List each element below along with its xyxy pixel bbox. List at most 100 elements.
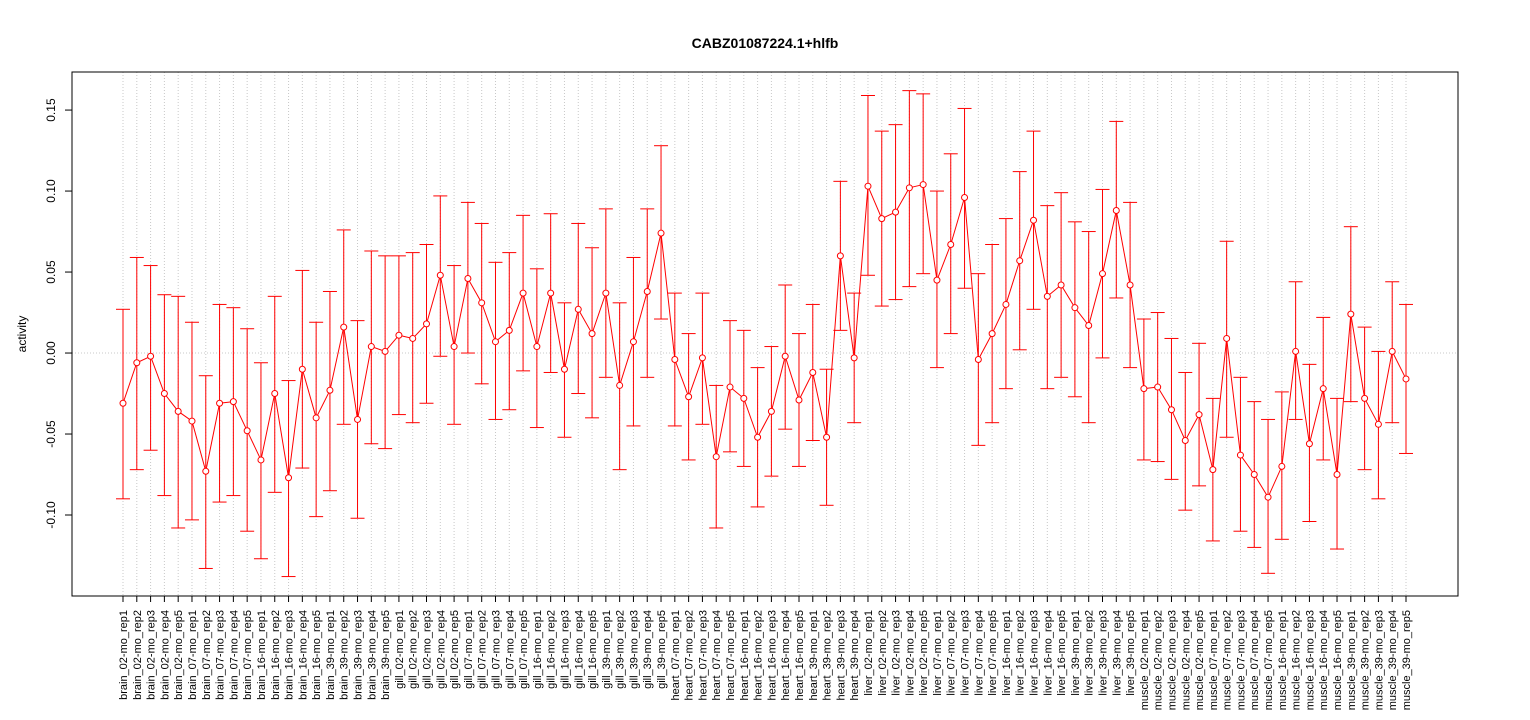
y-tick-label: 0.10: [44, 179, 58, 203]
x-tick-label: brain_39-mo_rep4: [366, 610, 378, 700]
data-point: [257, 456, 265, 464]
data-point: [1361, 394, 1369, 402]
data-point: [850, 354, 858, 362]
y-tick-label: -0.10: [44, 501, 58, 529]
data-point: [836, 252, 844, 260]
data-point: [1112, 206, 1120, 214]
data-point: [133, 359, 141, 367]
data-point: [216, 399, 224, 407]
data-point: [643, 287, 651, 295]
data-point: [1333, 471, 1341, 479]
data-point: [795, 396, 803, 404]
data-point: [312, 414, 320, 422]
data-point: [1126, 281, 1134, 289]
data-point: [1016, 257, 1024, 265]
x-tick-label: muscle_16-mo_rep5: [1332, 610, 1344, 710]
data-point: [919, 181, 927, 189]
data-point: [740, 394, 748, 402]
data-point: [202, 467, 210, 475]
x-tick-label: gill_39-mo_rep4: [642, 610, 654, 689]
data-point: [1292, 347, 1300, 355]
grid: [72, 72, 1458, 596]
x-tick-label: brain_16-mo_rep1: [256, 610, 268, 700]
x-tick-label: heart_07-mo_rep1: [670, 610, 682, 701]
x-tick-label: gill_16-mo_rep2: [546, 610, 558, 689]
data-point: [436, 271, 444, 279]
data-point: [823, 433, 831, 441]
data-point: [588, 330, 596, 338]
plot-frame: [71, 71, 1459, 597]
data-point: [533, 343, 541, 351]
x-tick-label: liver_02-mo_rep5: [918, 610, 930, 696]
x-tick-label: brain_07-mo_rep4: [228, 610, 240, 700]
data-point: [616, 381, 624, 389]
data-point: [1402, 375, 1410, 383]
data-point: [119, 399, 127, 407]
x-tick-label: gill_07-mo_rep3: [490, 610, 502, 689]
data-point: [464, 275, 472, 283]
x-tick-label: heart_39-mo_rep3: [835, 610, 847, 701]
data-point: [905, 184, 913, 192]
x-tick-label: liver_39-mo_rep1: [1070, 610, 1082, 696]
data-point: [1002, 300, 1010, 308]
x-tick-label: gill_07-mo_rep5: [518, 610, 530, 689]
x-tick-label: liver_07-mo_rep1: [932, 610, 944, 696]
data-point: [326, 386, 334, 394]
x-tick-label: heart_07-mo_rep2: [684, 610, 696, 701]
data-point: [1236, 451, 1244, 459]
y-tick-label: -0.05: [44, 420, 58, 448]
data-point: [478, 299, 486, 307]
data-point: [381, 347, 389, 355]
x-tick-label: brain_02-mo_rep4: [159, 610, 171, 700]
data-point: [188, 417, 196, 425]
x-tick-label: gill_07-mo_rep2: [477, 610, 489, 689]
x-tick-label: muscle_02-mo_rep4: [1180, 610, 1192, 710]
data-point: [712, 453, 720, 461]
x-tick-label: heart_07-mo_rep3: [697, 610, 709, 701]
x-tick-label: heart_39-mo_rep4: [849, 610, 861, 701]
data-point: [961, 194, 969, 202]
data-point: [657, 229, 665, 237]
x-tick-label: muscle_07-mo_rep4: [1249, 610, 1261, 710]
data-point: [974, 356, 982, 364]
y-tick-label: 0.00: [44, 341, 58, 365]
x-tick-label: muscle_16-mo_rep1: [1277, 610, 1289, 710]
x-tick-label: liver_02-mo_rep1: [863, 610, 875, 696]
x-tick-label: gill_16-mo_rep1: [532, 610, 544, 689]
x-tick-label: gill_02-mo_rep3: [422, 610, 434, 689]
data-point: [726, 383, 734, 391]
data-point: [519, 289, 527, 297]
x-tick-label: liver_07-mo_rep2: [946, 610, 958, 696]
data-point: [892, 208, 900, 216]
data-point: [174, 407, 182, 415]
x-tick-label: heart_16-mo_rep5: [794, 610, 806, 701]
data-point: [1071, 304, 1079, 312]
x-tick-label: brain_16-mo_rep4: [297, 610, 309, 700]
x-tick-label: heart_16-mo_rep4: [780, 610, 792, 701]
x-tick-label: muscle_39-mo_rep2: [1360, 610, 1372, 710]
x-tick-label: brain_39-mo_rep1: [325, 610, 337, 700]
data-point: [1278, 462, 1286, 470]
data-point: [988, 330, 996, 338]
x-tick-label: heart_07-mo_rep4: [711, 610, 723, 701]
data-point: [767, 407, 775, 415]
x-tick-label: muscle_07-mo_rep1: [1208, 610, 1220, 710]
data-point: [1264, 493, 1272, 501]
data-point: [1319, 385, 1327, 393]
data-point: [1195, 411, 1203, 419]
x-tick-label: muscle_16-mo_rep4: [1318, 610, 1330, 710]
x-tick-label: brain_02-mo_rep1: [118, 610, 130, 700]
data-point: [864, 182, 872, 190]
x-tick-label: gill_39-mo_rep2: [615, 610, 627, 689]
data-point: [340, 323, 348, 331]
x-tick-label: liver_39-mo_rep4: [1111, 610, 1123, 696]
data-point: [409, 334, 417, 342]
data-point: [450, 343, 458, 351]
x-tick-label: heart_07-mo_rep5: [725, 610, 737, 701]
data-point: [354, 415, 362, 423]
data-point: [1098, 270, 1106, 278]
x-tick-label: brain_16-mo_rep5: [311, 610, 323, 700]
x-tick-label: heart_16-mo_rep1: [739, 610, 751, 701]
data-point: [685, 393, 693, 401]
data-point: [547, 289, 555, 297]
